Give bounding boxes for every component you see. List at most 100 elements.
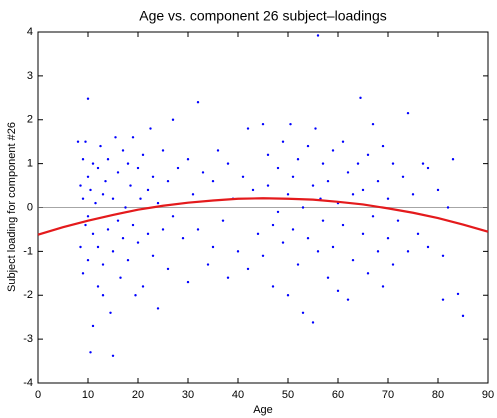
y-tick-label: 4 [27,26,33,38]
point [216,149,220,152]
point [296,263,300,266]
point [426,245,430,249]
point [201,171,205,174]
point [391,162,395,165]
point [221,219,225,222]
point [356,162,360,165]
point [171,118,175,121]
point [111,197,115,200]
point [256,232,260,236]
point [246,127,250,130]
point [346,171,350,174]
point [286,193,290,196]
point [281,241,285,244]
point [446,206,450,209]
point [316,34,320,37]
point [139,197,142,200]
point [101,193,105,196]
point [146,188,150,192]
point [351,193,355,196]
point [96,245,100,249]
point [106,228,110,231]
point [181,237,185,240]
y-tick-label: 1 [27,158,33,170]
point [291,175,295,178]
point [76,140,80,143]
point [336,289,340,293]
point [351,258,355,262]
x-tick-label: 50 [282,389,294,401]
point [326,276,330,279]
point [296,158,300,161]
point [426,166,430,170]
point [314,127,317,130]
point [461,314,465,318]
point [236,250,240,253]
point [119,276,122,279]
point [371,215,375,218]
point [331,245,335,249]
point [141,153,145,157]
point [436,188,440,192]
point [101,294,105,297]
point [276,210,280,214]
point [91,324,95,328]
point [111,354,115,357]
point [136,241,140,244]
point [89,351,92,354]
point [86,97,90,100]
point [149,127,152,130]
point [151,254,155,257]
point [361,188,365,192]
point [386,197,390,200]
point [89,188,92,192]
point [266,153,270,157]
point [386,237,390,240]
point [381,285,385,288]
x-tick-label: 40 [232,389,244,401]
point [311,321,315,324]
point [289,122,292,126]
point [266,184,270,187]
point [271,223,275,227]
point [361,232,365,236]
x-tick-label: 20 [132,389,144,401]
point [441,254,445,257]
point [166,267,170,271]
point [121,149,125,152]
point [146,232,150,236]
point [111,250,115,253]
point [331,149,335,152]
point [86,258,90,262]
point [129,184,132,187]
y-tick-label: -3 [23,333,33,345]
point [411,193,415,196]
point [376,250,380,253]
x-tick-label: 10 [82,389,94,401]
point [241,175,245,178]
point [141,285,145,288]
point [341,140,345,143]
point [136,166,140,170]
point [306,237,310,240]
point [301,311,305,314]
point [126,162,130,165]
point [246,267,250,271]
y-axis-label: Subject loading for component #26 [6,122,18,292]
point [321,162,325,165]
point [359,96,362,100]
point [79,245,82,249]
y-tick-label: 0 [27,201,33,213]
x-tick-label: 80 [432,389,444,401]
point [286,294,290,297]
point [79,184,82,187]
point [91,162,95,165]
point [211,179,215,183]
point [271,285,275,288]
point [316,250,320,253]
y-tick-label: 3 [27,70,33,82]
point [321,219,325,222]
point [171,215,175,218]
point [341,223,345,227]
